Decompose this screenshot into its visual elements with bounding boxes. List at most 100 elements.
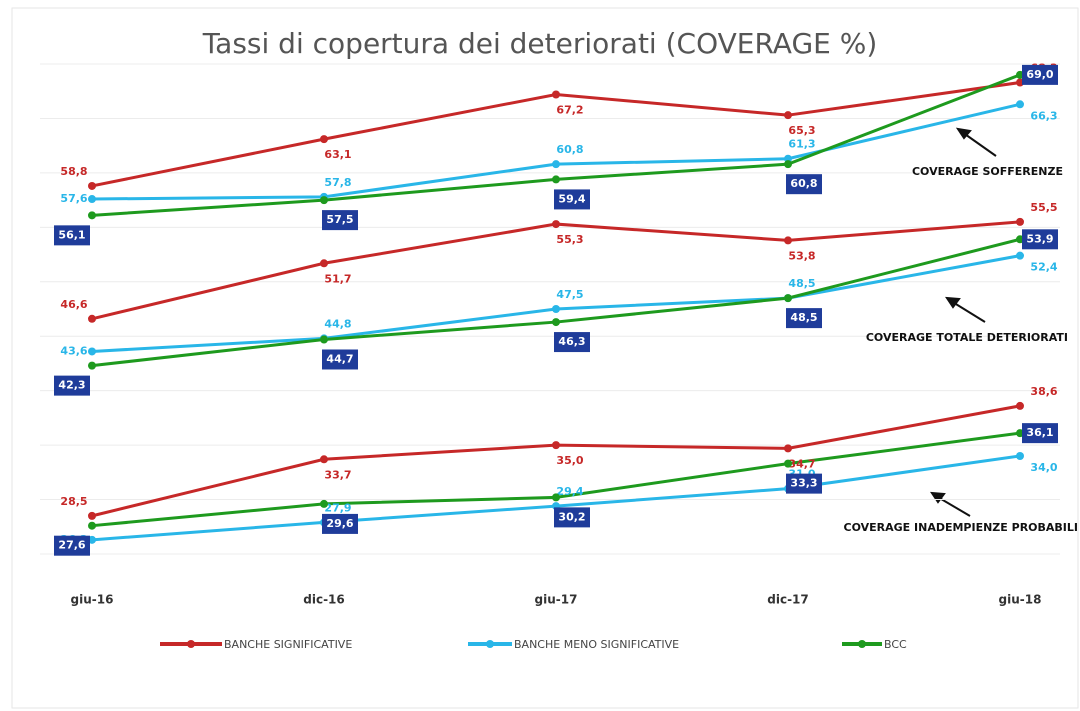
point	[552, 220, 560, 229]
group-label: COVERAGE TOTALE DETERIORATI	[866, 331, 1068, 344]
x-tick-label: dic-16	[303, 593, 345, 607]
label-box	[786, 174, 822, 195]
point	[784, 111, 792, 120]
point	[1016, 217, 1024, 226]
group-label: COVERAGE SOFFERENZE	[912, 165, 1063, 178]
value-label: 47,5	[556, 288, 583, 301]
point	[552, 175, 560, 184]
value-label: 43,6	[60, 344, 87, 357]
point	[552, 305, 560, 313]
point	[88, 347, 96, 356]
point	[1016, 100, 1024, 109]
value-label: 66,3	[1030, 109, 1057, 122]
point	[552, 160, 560, 169]
value-label: 60,8	[556, 143, 583, 156]
value-label: 56,1	[58, 228, 85, 241]
label-box	[786, 473, 822, 494]
x-tick-label: giu-18	[999, 593, 1042, 607]
point	[784, 294, 792, 303]
point	[784, 459, 792, 468]
value-label: 52,4	[1030, 261, 1057, 274]
point	[1016, 401, 1024, 410]
value-label: 44,8	[324, 317, 351, 330]
legend-label: BCC	[884, 638, 907, 651]
label-box	[54, 225, 90, 246]
point	[88, 361, 96, 370]
label-box	[1022, 229, 1058, 250]
value-label: 33,7	[324, 468, 351, 481]
value-label: 55,3	[556, 233, 583, 246]
label-box	[554, 332, 590, 353]
point	[320, 259, 328, 268]
value-label: 34,7	[788, 457, 815, 470]
value-label: 44,7	[326, 352, 353, 365]
legend-label: BANCHE MENO SIGNIFICATIVE	[514, 638, 679, 651]
value-label: 61,3	[788, 138, 815, 151]
label-box	[54, 535, 90, 556]
value-label: 27,9	[324, 501, 351, 514]
value-label: 48,5	[790, 311, 817, 324]
point	[1016, 452, 1024, 460]
x-tick-label: giu-17	[535, 593, 578, 607]
label-box	[322, 349, 358, 370]
value-label: 57,6	[60, 192, 87, 205]
value-label: 51,7	[324, 272, 351, 285]
value-label: 46,6	[60, 298, 87, 311]
label-box	[554, 507, 590, 528]
value-label: 48,5	[788, 277, 815, 290]
label-box	[1022, 64, 1058, 85]
point	[552, 90, 560, 99]
point	[784, 236, 792, 245]
value-label: 53,8	[788, 249, 815, 262]
value-label: 69,0	[1026, 68, 1053, 81]
label-box	[786, 308, 822, 329]
point	[320, 335, 328, 344]
value-label: 29,6	[326, 517, 353, 530]
point	[320, 135, 328, 144]
value-label: 57,5	[326, 213, 353, 226]
value-label: 63,1	[324, 148, 351, 161]
point	[784, 444, 792, 453]
value-label: 28,5	[60, 495, 87, 508]
point	[552, 318, 560, 327]
point	[320, 455, 328, 464]
value-label: 55,5	[1030, 201, 1057, 214]
legend-dot	[486, 640, 494, 648]
point	[88, 181, 96, 190]
value-label: 33,3	[790, 477, 817, 490]
chart-title: Tassi di copertura dei deteriorati (COVE…	[202, 27, 878, 60]
x-tick-label: dic-17	[767, 593, 809, 607]
value-label: 35,0	[556, 454, 583, 467]
point	[88, 511, 96, 520]
value-label: 53,9	[1026, 232, 1053, 245]
point	[1016, 251, 1024, 260]
point	[88, 211, 96, 220]
value-label: 67,2	[556, 103, 583, 116]
value-label: 42,3	[58, 379, 85, 392]
value-label: 57,8	[324, 176, 351, 189]
point	[88, 521, 96, 530]
label-box	[54, 375, 90, 396]
group-label: COVERAGE INADEMPIENZE PROBABILI	[844, 521, 1078, 534]
legend-dot	[858, 640, 866, 648]
value-label: 59,4	[558, 192, 585, 205]
value-label: 58,8	[60, 165, 87, 178]
value-label: 34,0	[1030, 461, 1057, 474]
frame	[11, 7, 1079, 709]
value-label: 60,8	[790, 177, 817, 190]
legend-label: BANCHE SIGNIFICATIVE	[224, 638, 352, 651]
label-box	[1022, 423, 1058, 444]
point	[320, 499, 328, 508]
value-label: 27,6	[58, 539, 85, 552]
value-label: 65,3	[788, 124, 815, 137]
point	[552, 441, 560, 450]
label-box	[554, 189, 590, 210]
label-box	[322, 513, 358, 534]
label-box	[322, 210, 358, 231]
value-label: 30,2	[558, 510, 585, 523]
value-label: 38,6	[1030, 385, 1057, 398]
point	[88, 195, 96, 204]
value-label: 36,1	[1026, 426, 1053, 439]
point	[88, 314, 96, 323]
